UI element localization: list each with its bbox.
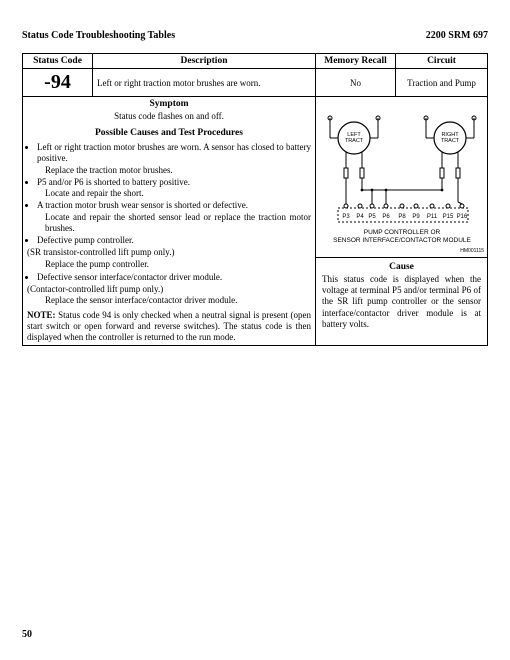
list-item: Defective sensor interface/contactor dri… [37,272,311,283]
possible-causes-list2: Defective sensor interface/contactor dri… [27,272,311,283]
svg-text:HM001115: HM001115 [460,248,484,254]
header-left: Status Code Troubleshooting Tables [22,30,175,41]
svg-text:P15: P15 [443,214,454,220]
svg-text:TRACT: TRACT [345,138,364,144]
wiring-diagram: LEFT TRACT RIGHT TRACT [316,108,487,258]
possible-causes-heading: Possible Causes and Test Procedures [27,128,311,140]
parenthetical: (Contactor-controlled lift pump only.) [27,284,311,295]
cause-block: Cause This status code is displayed when… [316,258,487,334]
svg-text:P6: P6 [382,214,390,220]
svg-text:P16: P16 [457,214,468,220]
left-panel: Symptom Status code flashes on and off. … [23,97,316,346]
right-panel: LEFT TRACT RIGHT TRACT [316,97,488,346]
svg-text:PUMP CONTROLLER OR: PUMP CONTROLLER OR [364,229,441,236]
status-row: -94 Left or right traction motor brushes… [23,69,488,97]
cause-text: This status code is displayed when the v… [322,274,481,330]
list-item: Left or right traction motor brushes are… [37,142,311,176]
page-header: Status Code Troubleshooting Tables 2200 … [22,30,488,41]
status-code-value: -94 [23,69,93,97]
possible-causes-list: Left or right traction motor brushes are… [27,142,311,246]
symptom-text: Status code flashes on and off. [27,111,311,122]
col-status-code: Status Code [23,54,93,69]
svg-text:P11: P11 [427,214,438,220]
col-memory-recall: Memory Recall [316,54,396,69]
svg-text:P8: P8 [398,214,406,220]
detail-row: Symptom Status code flashes on and off. … [23,97,488,346]
table-header-row: Status Code Description Memory Recall Ci… [23,54,488,69]
parenthetical: (SR transistor-controlled lift pump only… [27,247,311,258]
svg-text:P9: P9 [412,214,420,220]
description-value: Left or right traction motor brushes are… [93,69,316,97]
list-item: P5 and/or P6 is shorted to battery posit… [37,177,311,200]
svg-text:P3: P3 [342,214,350,220]
page-number: 50 [22,629,32,640]
status-table: Status Code Description Memory Recall Ci… [22,53,488,346]
note: NOTE: Status code 94 is only checked whe… [27,310,311,344]
symptom-heading: Symptom [27,99,311,111]
diagram-svg: LEFT TRACT RIGHT TRACT [316,108,488,258]
cause-heading: Cause [322,262,481,274]
circuit-value: Traction and Pump [396,69,488,97]
memory-recall-value: No [316,69,396,97]
list-item: Defective pump controller. [37,235,311,246]
header-right: 2200 SRM 697 [426,30,488,41]
svg-text:P4: P4 [356,214,364,220]
col-circuit: Circuit [396,54,488,69]
svg-text:TRACT: TRACT [441,138,460,144]
svg-text:P5: P5 [368,214,376,220]
col-description: Description [93,54,316,69]
list-item: A traction motor brush wear sensor is sh… [37,200,311,234]
svg-text:SENSOR INTERFACE/CONTACTOR MOD: SENSOR INTERFACE/CONTACTOR MODULE [333,237,471,244]
